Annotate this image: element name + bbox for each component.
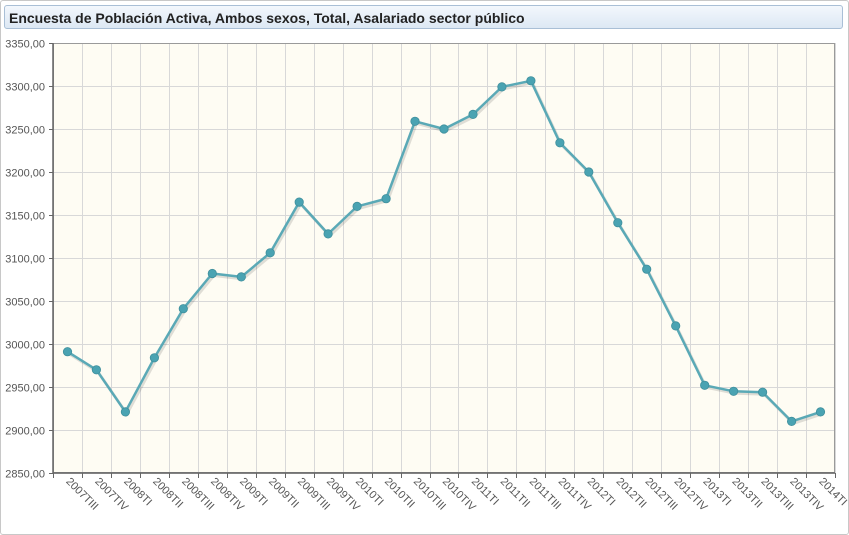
data-point xyxy=(497,82,507,92)
x-tick-label: 2012TII xyxy=(614,476,649,511)
data-point xyxy=(149,353,159,363)
y-tick-label: 3300,00 xyxy=(5,82,45,94)
data-point xyxy=(265,248,275,258)
y-axis-ticks: 3350,00 3300,00 3250,00 3200,00 3150,00 3100,… xyxy=(5,39,45,481)
data-point xyxy=(584,167,594,177)
x-tick-label: 2011TII xyxy=(498,476,532,510)
data-point xyxy=(613,218,623,228)
y-tick-label: 2950,00 xyxy=(5,383,45,395)
data-point xyxy=(439,124,449,134)
data-point xyxy=(62,347,73,357)
y-tick-label: 2900,00 xyxy=(5,426,45,438)
data-point xyxy=(207,268,217,279)
y-tick-label: 3150,00 xyxy=(5,211,45,223)
y-tick-label: 3100,00 xyxy=(5,254,45,266)
x-tick-label: 2009TII xyxy=(266,476,301,511)
x-tick-label: 2010TII xyxy=(382,476,417,511)
data-point xyxy=(381,194,391,204)
y-tick-label: 3050,00 xyxy=(5,297,45,309)
data-point xyxy=(323,229,333,239)
x-tick-label: 2013TII xyxy=(730,476,765,511)
series xyxy=(62,76,826,426)
data-point xyxy=(294,197,304,207)
y-tick-label: 2850,00 xyxy=(5,469,45,481)
data-point xyxy=(700,380,710,390)
y-tick-label: 3350,00 xyxy=(5,39,45,51)
axes xyxy=(49,43,836,478)
chart-title-bar: Encuesta de Población Activa, Ambos sexo… xyxy=(4,5,843,29)
data-point xyxy=(671,321,681,331)
y-tick-label: 3000,00 xyxy=(5,340,45,352)
chart-title: Encuesta de Población Activa, Ambos sexo… xyxy=(9,10,525,26)
data-point xyxy=(410,116,420,126)
data-point xyxy=(526,76,536,86)
data-point xyxy=(352,201,362,211)
data-point xyxy=(728,386,739,396)
data-point xyxy=(178,304,188,314)
y-tick-label: 3200,00 xyxy=(5,168,45,180)
x-axis-ticks: 2007TIII2007TIV2008TI2008TII2008TIII2008… xyxy=(63,476,849,514)
data-point xyxy=(236,272,246,282)
data-point xyxy=(757,387,768,397)
data-point xyxy=(468,109,478,120)
data-point xyxy=(786,416,797,426)
x-tick-label: 2008TII xyxy=(150,476,185,511)
data-point xyxy=(815,407,826,417)
data-point xyxy=(120,407,131,417)
data-point xyxy=(642,264,652,274)
data-point xyxy=(91,365,102,375)
y-tick-label: 3250,00 xyxy=(5,125,45,137)
data-point xyxy=(555,138,565,148)
